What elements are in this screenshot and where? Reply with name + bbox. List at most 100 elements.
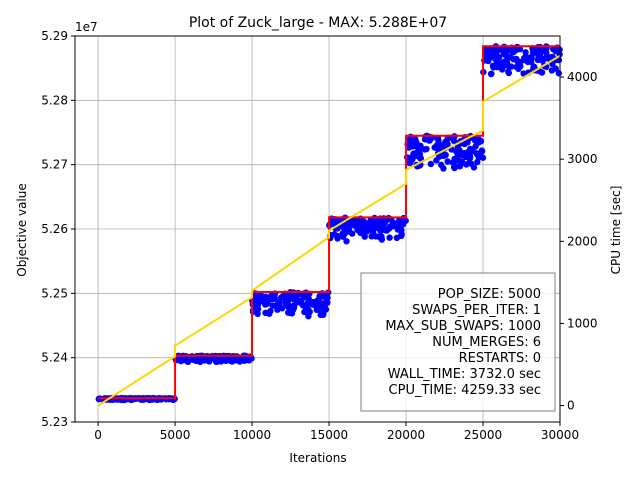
scatter-point	[260, 298, 267, 305]
y-tick-label: 5.25	[41, 286, 68, 300]
scatter-point	[522, 49, 529, 56]
scatter-point	[456, 163, 464, 170]
scatter-point	[254, 310, 261, 318]
scatter-point	[292, 293, 299, 300]
scatter-point	[536, 46, 543, 53]
scatter-point	[271, 292, 278, 300]
y-tick-label: 5.29	[41, 29, 68, 43]
scatter-point	[386, 234, 393, 241]
scatter-point	[491, 55, 499, 62]
scatter-point	[510, 55, 517, 63]
y2-tick-label: 3000	[567, 152, 598, 166]
x-tick-label: 20000	[387, 428, 425, 442]
scatter-point	[372, 223, 379, 230]
scatter-point	[516, 45, 524, 53]
scatter-point	[479, 154, 487, 161]
scatter-point	[490, 50, 497, 57]
scatter-point	[417, 155, 424, 162]
scatter-point	[257, 291, 264, 299]
annotation-line: MAX_SUB_SWAPS: 1000	[385, 319, 541, 334]
scatter-point	[339, 231, 346, 239]
scatter-point	[466, 152, 474, 160]
x-tick-label: 30000	[541, 428, 579, 442]
x-axis-label: Iterations	[289, 451, 346, 465]
scatter-point	[263, 294, 271, 301]
scatter-point	[517, 63, 524, 70]
scatter-point	[478, 148, 486, 155]
y-tick-label: 5.24	[41, 351, 68, 365]
scatter-point	[314, 303, 322, 311]
y2-axis-label: CPU time [sec]	[609, 186, 623, 275]
chart-title: Plot of Zuck_large - MAX: 5.288E+07	[189, 15, 447, 31]
scatter-point	[406, 159, 413, 167]
scatter-point	[522, 55, 529, 62]
cpu-time-series	[97, 54, 561, 407]
scatter-point	[499, 63, 507, 70]
scatter-point	[393, 234, 401, 242]
scatter-point	[284, 301, 291, 308]
scatter-point	[413, 139, 420, 146]
scatter-point	[262, 309, 269, 317]
scatter-point	[427, 160, 435, 168]
y-tick-label: 5.28	[41, 93, 68, 107]
scatter-point	[291, 302, 298, 309]
scatter-point	[409, 153, 416, 161]
scatter-point	[301, 302, 308, 310]
scatter-point	[331, 231, 338, 238]
y2-tick-label: 2000	[567, 234, 598, 248]
annotation-box: POP_SIZE: 5000 SWAPS_PER_ITER: 1 MAX_SUB…	[360, 272, 556, 412]
scatter-point	[435, 153, 443, 160]
scatter-point	[184, 356, 192, 364]
y2-tick-label: 1000	[567, 316, 598, 330]
scatter-point	[273, 302, 280, 309]
scatter-point	[339, 223, 346, 231]
scatter-point	[252, 300, 260, 307]
scatter-point	[538, 69, 546, 76]
scatter-point	[529, 49, 537, 56]
y-tick-label: 5.23	[41, 415, 68, 429]
scatter-point	[377, 228, 384, 235]
scatter-point	[415, 144, 422, 152]
annotation-line: CPU_TIME: 4259.33 sec	[389, 383, 541, 398]
scatter-point	[494, 63, 501, 71]
scatter-point	[423, 145, 430, 153]
scatter-point	[305, 312, 312, 320]
y-axis-label: Objective value	[15, 183, 29, 277]
x-ticks: 0 5000 10000 15000 20000 25000 30000	[94, 422, 579, 442]
annotation-line: NUM_MERGES: 6	[432, 335, 541, 350]
scatter-point	[386, 225, 393, 232]
scatter-point	[357, 223, 364, 231]
scatter-point	[405, 144, 412, 151]
x-tick-label: 10000	[233, 428, 271, 442]
scatter-point	[278, 305, 286, 312]
annotation-line: WALL_TIME: 3732.0 sec	[388, 367, 541, 382]
x-tick-label: 0	[94, 428, 102, 442]
y-tick-label: 5.27	[41, 158, 68, 172]
scatter-point	[550, 45, 557, 53]
scatter-point	[278, 294, 285, 301]
scatter-point	[313, 299, 321, 306]
scatter-point	[343, 228, 351, 236]
x-tick-label: 15000	[310, 428, 348, 442]
scatter-point	[368, 233, 375, 240]
y2-ticks: 0 1000 2000 3000 4000	[560, 70, 598, 413]
y-tick-label: 5.26	[41, 222, 68, 236]
annotation-line: POP_SIZE: 5000	[438, 287, 541, 302]
scatter-point	[153, 396, 161, 403]
annotation-line: RESTARTS: 0	[459, 351, 541, 366]
scatter-point	[230, 355, 238, 363]
y2-tick-label: 4000	[567, 70, 598, 84]
annotation-box-frame	[360, 272, 556, 412]
scatter-point	[477, 137, 485, 145]
scatter-point	[324, 299, 331, 306]
x-tick-label: 5000	[160, 428, 191, 442]
scatter-point	[535, 56, 543, 63]
scatter-point	[431, 144, 438, 151]
y-ticks: 5.23 5.24 5.25 5.26 5.27 5.28 5.29	[41, 29, 75, 429]
scatter-point	[468, 146, 475, 154]
scatter-point	[520, 70, 527, 77]
scatter-point	[393, 222, 400, 229]
scatter-point	[440, 165, 447, 172]
scatter-point	[362, 224, 370, 231]
